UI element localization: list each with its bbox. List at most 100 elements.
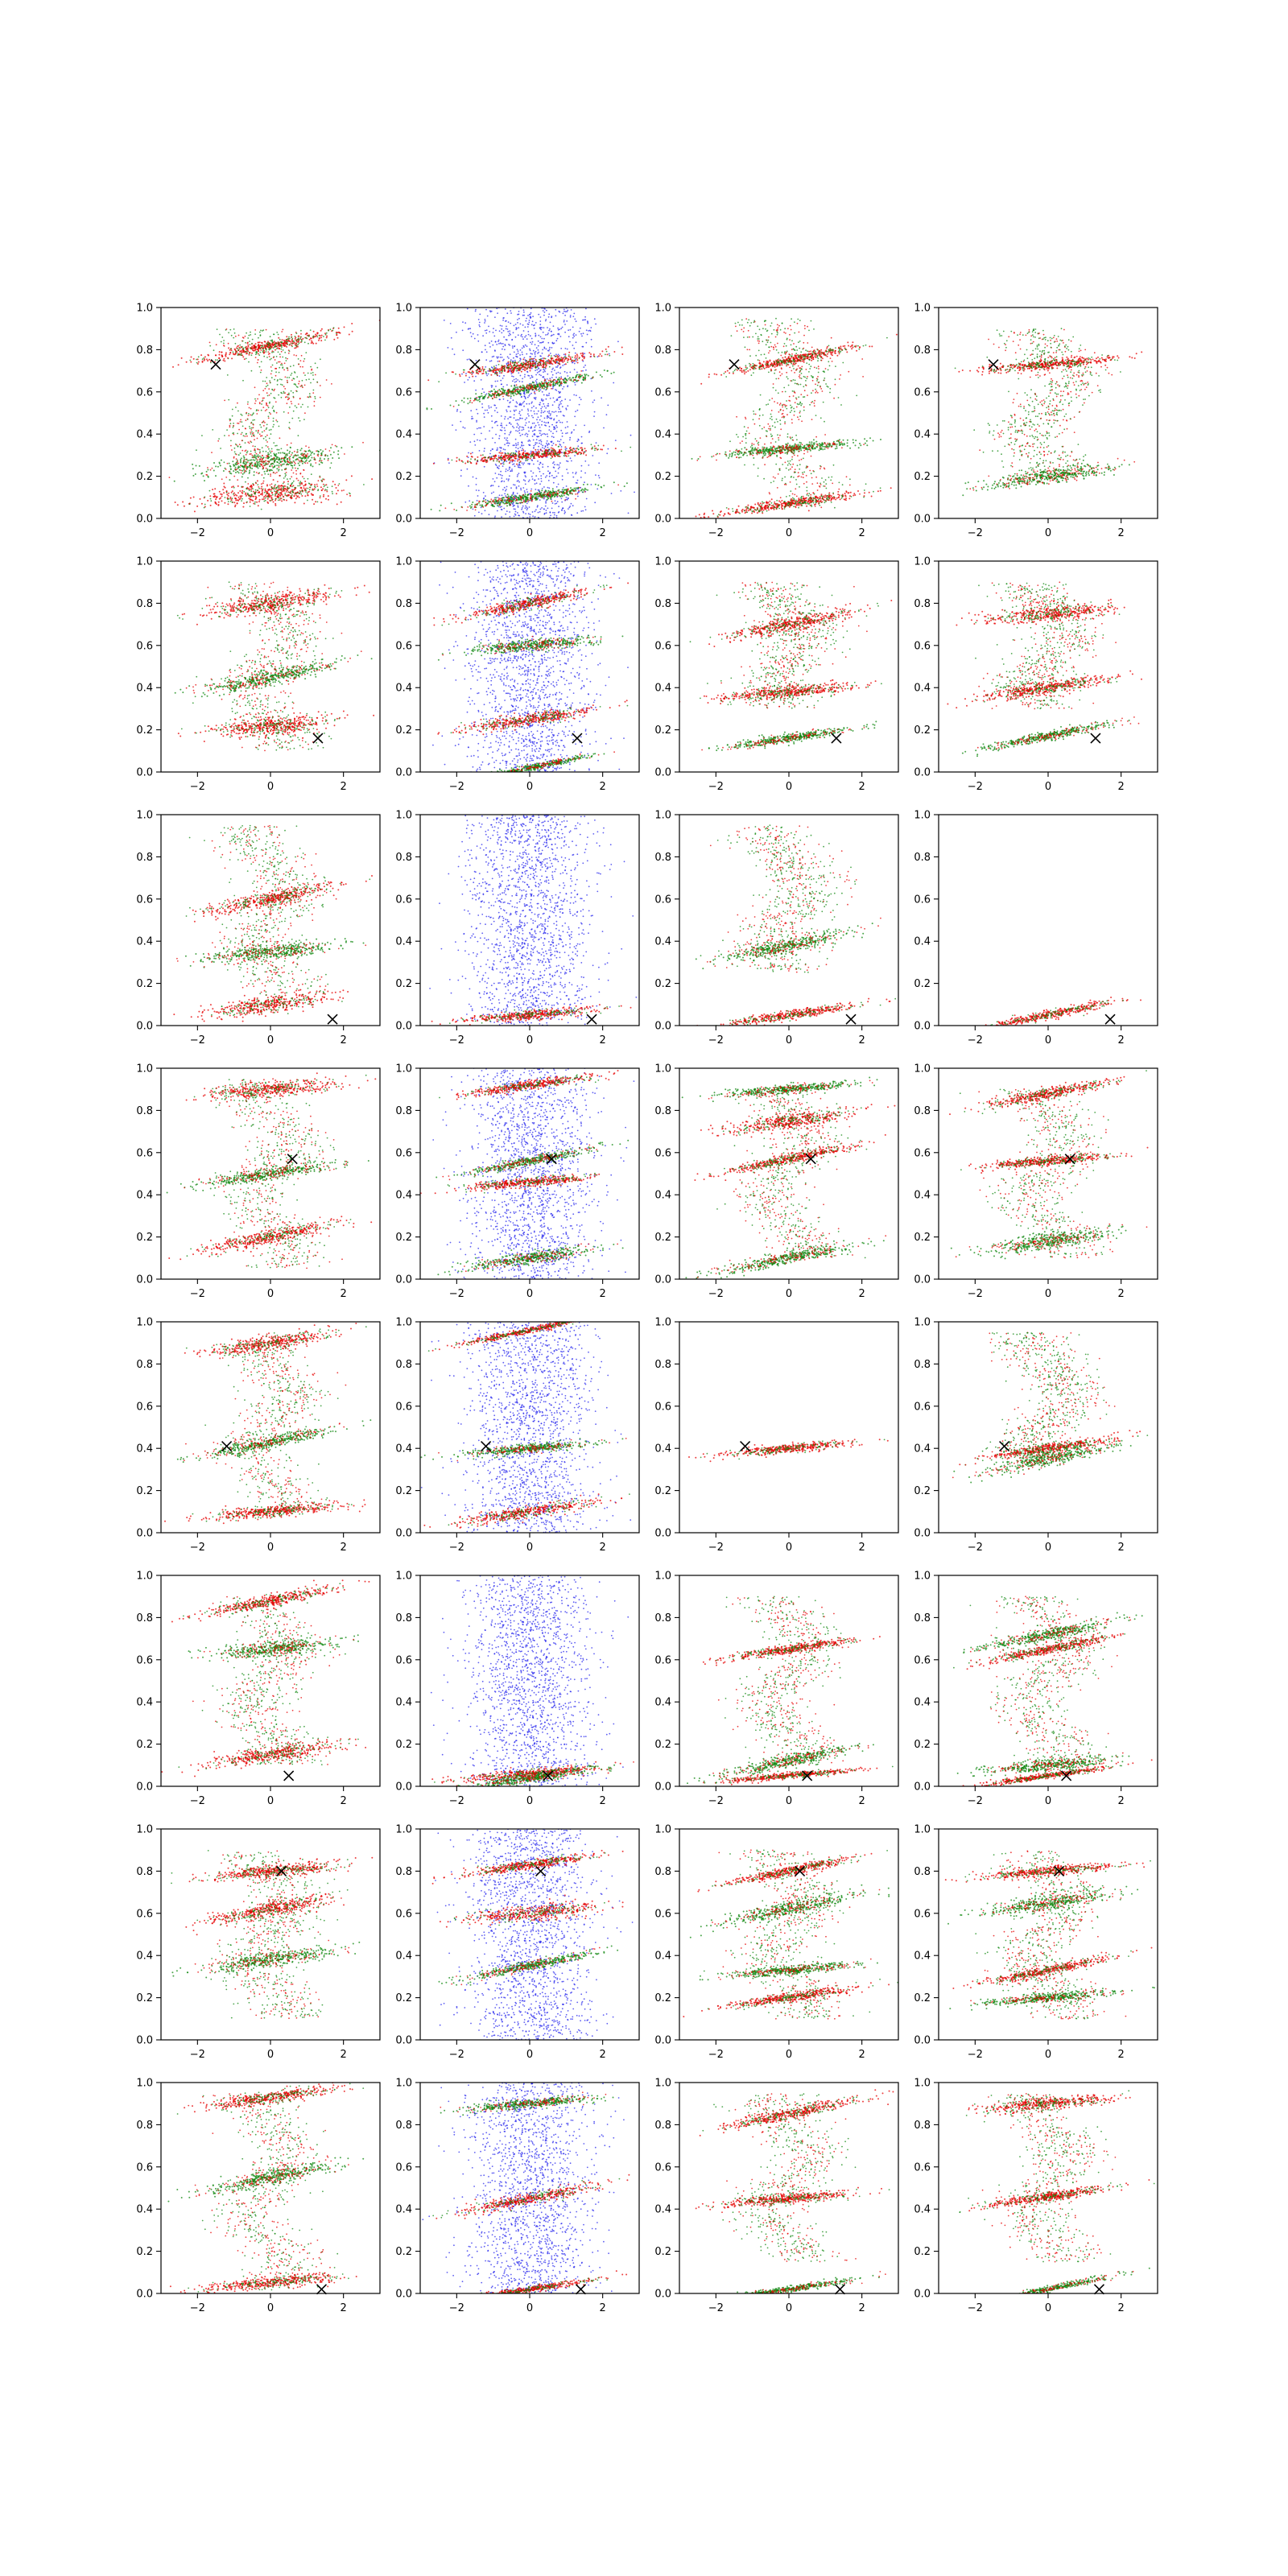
data-point [301,455,303,456]
data-point [261,349,262,351]
data-point [242,466,244,468]
data-point [546,475,547,477]
data-point [315,462,316,464]
data-point [548,394,550,396]
data-point [530,342,531,344]
data-point [552,383,554,385]
data-point [506,363,508,365]
data-point [325,484,327,485]
data-point [603,445,605,447]
data-point [504,367,506,369]
data-point [493,332,494,333]
data-point [217,466,219,468]
data-point [287,382,288,383]
data-point [507,367,509,369]
data-point [478,489,480,491]
data-point [543,388,545,390]
data-point [255,353,257,355]
data-point [556,361,558,362]
data-point [281,363,283,365]
data-point [523,312,525,313]
data-point [556,422,558,423]
data-point [283,499,284,501]
data-point [536,361,538,362]
data-point [526,345,528,347]
data-point [559,462,561,464]
y-tick-label: 1.0 [136,303,153,315]
data-point [477,399,479,401]
data-point [609,353,610,355]
data-point [255,497,257,499]
data-point [314,488,316,489]
data-point [302,404,303,406]
data-point [456,457,458,459]
data-point [548,354,550,356]
data-point [293,396,295,398]
data-point [242,470,243,472]
data-point [257,459,258,460]
data-point [283,481,285,483]
data-point [248,335,250,336]
data-point [244,463,246,464]
data-point [270,475,271,477]
data-point [337,453,339,455]
data-point [301,495,303,497]
data-point [538,389,539,390]
data-point [258,337,259,339]
data-point [498,438,500,440]
data-point [257,464,258,466]
data-point [205,474,207,476]
data-point [286,491,287,493]
data-point [541,421,543,423]
data-point [533,350,535,352]
data-point [537,505,539,506]
data-point [539,511,541,513]
data-point [543,448,545,449]
data-point [506,410,507,411]
data-point [287,459,288,460]
data-point [256,410,258,411]
data-point [328,458,329,460]
data-point [243,435,245,436]
data-point [525,506,526,507]
data-point [268,415,270,417]
data-point [291,454,292,456]
data-point [308,447,310,448]
data-point [527,365,529,366]
data-point [556,464,558,465]
data-point [576,472,577,473]
data-point [559,449,560,451]
data-point [503,365,505,367]
data-point [547,444,548,446]
data-point [276,490,278,492]
data-point [305,333,307,335]
data-point [255,489,257,491]
data-point [548,393,550,394]
data-point [520,418,522,419]
data-point [566,499,568,501]
data-point [266,343,267,345]
data-point [510,393,512,394]
data-point [281,469,283,471]
data-point [543,509,545,510]
data-point [532,431,534,432]
data-point [485,332,487,334]
data-point [213,462,215,464]
data-point [330,454,332,456]
data-point [247,477,249,479]
data-point [554,369,555,371]
data-point [479,440,481,441]
data-point [540,430,542,431]
data-point [469,402,471,403]
data-point [272,499,274,501]
data-point [524,374,526,376]
data-point [505,495,506,497]
data-point [533,464,535,465]
data-point [293,378,295,379]
data-point [267,497,269,498]
data-point [263,398,265,399]
data-point [316,450,317,452]
data-point [279,426,280,427]
data-point [508,357,510,359]
data-point [281,448,283,450]
